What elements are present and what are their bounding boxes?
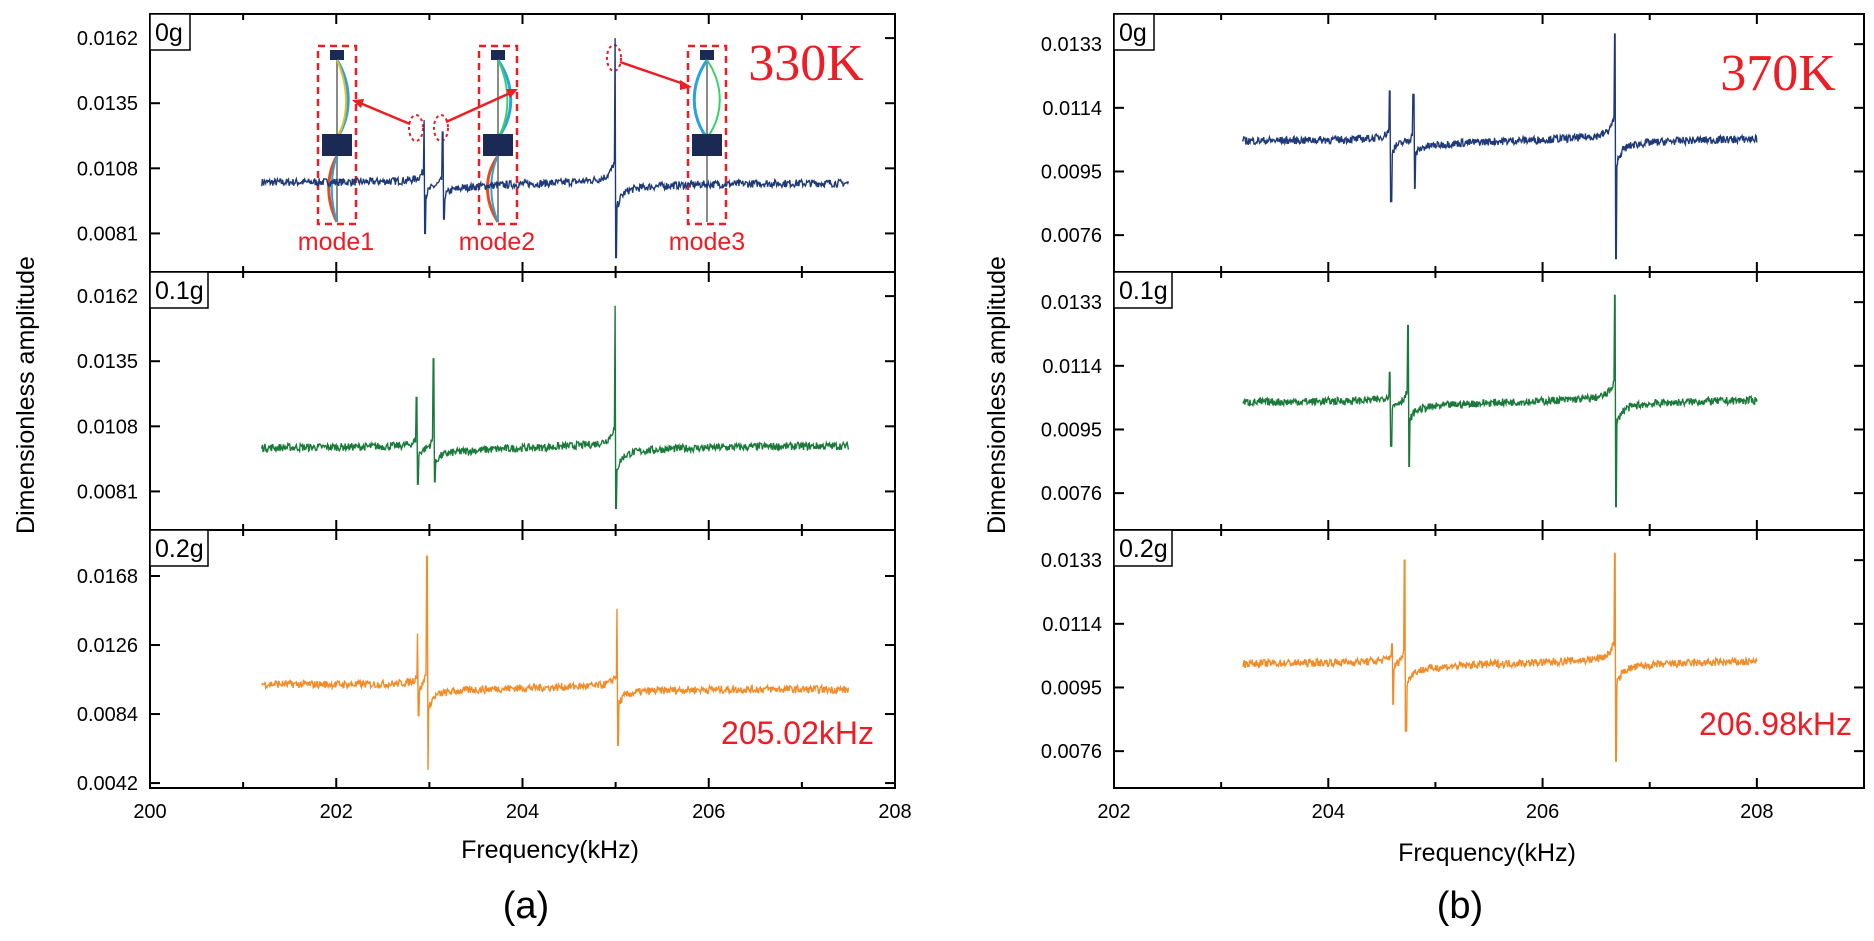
panel-tag-box-b-2 (1113, 529, 1173, 567)
xtick-label-b-2: 206 (1526, 801, 1559, 823)
series-line-a-0.1g (261, 305, 850, 509)
ytick-label-b-0-0: 0.0076 (1041, 225, 1102, 247)
panel-tag-a-1: 0.1g (155, 277, 204, 305)
freq-label-b: 206.98kHz (1699, 706, 1852, 742)
panel-tag-box-a-0 (149, 13, 191, 51)
temperature-label-b: 370K (1720, 45, 1836, 102)
xtick-label-a-2: 204 (506, 801, 539, 823)
ytick-label-b-1-1: 0.0095 (1041, 419, 1102, 441)
ytick-label-b-1-0: 0.0076 (1041, 483, 1102, 505)
ytick-label-b-0-2: 0.0114 (1042, 98, 1102, 120)
panel-tag-a-0: 0g (155, 19, 183, 47)
mode-shape-insets (316, 44, 728, 226)
series-line-b-0.2g (1242, 552, 1758, 762)
xtick-label-a-4: 208 (878, 801, 911, 823)
xtick-label-b-3: 208 (1740, 801, 1773, 823)
ytick-label-a-1-1: 0.0108 (77, 416, 138, 438)
ytick-label-a-0-0: 0.0081 (77, 223, 138, 245)
ytick-label-b-2-2: 0.0114 (1042, 614, 1102, 636)
xtick-label-a-3: 206 (692, 801, 725, 823)
xtick-label-b-1: 204 (1312, 801, 1345, 823)
mode2-shape-icon (477, 44, 519, 226)
mode3-label: mode3 (669, 228, 745, 256)
ylabel-a: Dimensionless amplitude (12, 256, 40, 534)
mode2-label: mode2 (459, 228, 535, 256)
mode1-label: mode1 (298, 228, 374, 256)
ytick-label-b-0-3: 0.0133 (1041, 34, 1102, 56)
panel-tag-box-a-2 (149, 529, 209, 567)
xlabel-b: Frequency(kHz) (1398, 839, 1576, 867)
caption-a: (a) (503, 885, 549, 927)
ytick-label-a-1-0: 0.0081 (77, 481, 138, 503)
ytick-label-b-1-3: 0.0133 (1041, 292, 1102, 314)
freq-label-a: 205.02kHz (721, 715, 874, 751)
xtick-label-a-0: 200 (133, 801, 166, 823)
panel-tag-box-a-1 (149, 271, 209, 309)
xlabel-a: Frequency(kHz) (461, 836, 639, 864)
ytick-label-a-2-0: 0.0042 (77, 773, 138, 795)
ytick-label-a-2-3: 0.0168 (77, 566, 138, 588)
series-line-b-0.1g (1242, 294, 1758, 508)
panel-tag-box-b-1 (1113, 271, 1173, 309)
series-line-a-0g (261, 38, 850, 259)
xtick-label-a-1: 202 (320, 801, 353, 823)
caption-b: (b) (1437, 885, 1483, 927)
panel-tag-a-2: 0.2g (155, 535, 204, 563)
ytick-label-a-0-2: 0.0135 (77, 93, 138, 115)
ytick-label-b-1-2: 0.0114 (1042, 356, 1102, 378)
ytick-label-a-1-2: 0.0135 (77, 351, 138, 373)
ytick-label-b-2-1: 0.0095 (1041, 677, 1102, 699)
panel-tag-box-b-0 (1113, 13, 1155, 51)
panel-tag-b-1: 0.1g (1119, 277, 1168, 305)
mode1-shape-icon (316, 44, 358, 226)
series-line-a-0.2g (261, 555, 850, 770)
ytick-label-b-2-3: 0.0133 (1041, 550, 1102, 572)
plot-frame-a-1 (149, 271, 896, 531)
ytick-label-a-0-3: 0.0162 (77, 28, 138, 50)
ytick-label-a-2-2: 0.0126 (77, 635, 138, 657)
ytick-label-b-0-1: 0.0095 (1041, 161, 1102, 183)
panel-tag-b-2: 0.2g (1119, 535, 1168, 563)
temperature-label-a: 330K (748, 35, 864, 92)
xtick-label-b-0: 202 (1097, 801, 1130, 823)
series-line-b-0g (1241, 33, 1758, 260)
panel-tag-b-0: 0g (1119, 19, 1147, 47)
ytick-label-a-0-1: 0.0108 (77, 158, 138, 180)
mode3-shape-icon (686, 44, 728, 226)
ytick-label-b-2-0: 0.0076 (1041, 741, 1102, 763)
ytick-label-a-2-1: 0.0084 (77, 704, 138, 726)
ylabel-b: Dimensionless amplitude (983, 256, 1011, 534)
ytick-label-a-1-3: 0.0162 (77, 286, 138, 308)
plot-frame-b-2 (1113, 529, 1865, 789)
